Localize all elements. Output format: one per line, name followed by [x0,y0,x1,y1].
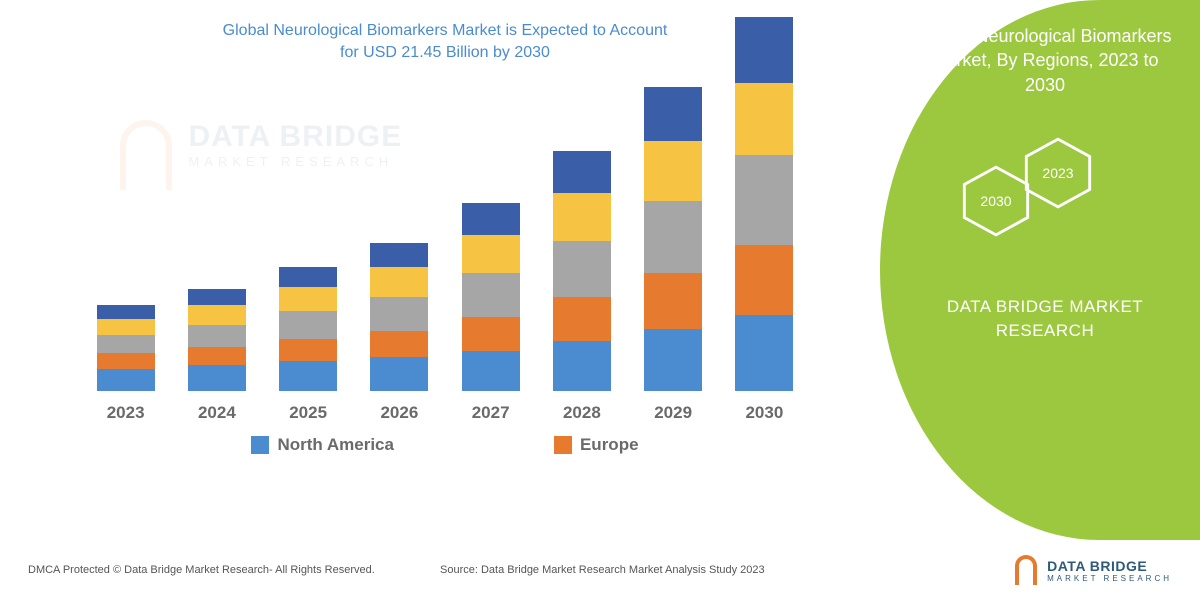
bar-segment [188,347,246,365]
bar-segment [462,351,520,391]
legend-swatch [554,436,572,454]
bar-column: 2023 [86,305,166,423]
year-label: 2027 [472,403,510,423]
chart-title: Global Neurological Biomarkers Market is… [60,20,830,63]
bar-segment [97,369,155,391]
year-label: 2026 [380,403,418,423]
bar-segment [553,241,611,297]
bar-segment [279,361,337,391]
year-label: 2023 [107,403,145,423]
year-label: 2030 [745,403,783,423]
hex1-label: 2030 [980,193,1011,209]
bar-segment [644,87,702,141]
bar-segment [97,319,155,335]
bar-segment [735,155,793,245]
bar-segment [279,287,337,311]
bar-stack [644,87,702,391]
bar-segment [644,141,702,201]
bar-segment [735,83,793,155]
hex2-label: 2023 [1042,165,1073,181]
chart-title-line2: for USD 21.45 Billion by 2030 [340,44,550,61]
bar-stack [370,243,428,391]
hexagon-group: 2030 2023 [960,137,1130,247]
main-container: Global Neurological Biomarkers Market is… [0,0,1200,540]
bar-segment [370,297,428,331]
bar-stack [735,17,793,391]
bar-segment [644,201,702,273]
footer-source: Source: Data Bridge Market Research Mark… [440,564,765,576]
legend-item: Europe [554,435,639,455]
legend: North America Europe [60,435,830,455]
bar-segment [462,317,520,351]
bar-segment [644,273,702,329]
bar-segment [553,151,611,193]
bridge-icon [1015,555,1037,585]
bar-stack [279,267,337,391]
bar-segment [462,273,520,317]
bar-stack [553,151,611,391]
year-label: 2028 [563,403,601,423]
footer: DMCA Protected © Data Bridge Market Rese… [0,540,1200,600]
year-label: 2025 [289,403,327,423]
footer-copyright: DMCA Protected © Data Bridge Market Rese… [28,564,375,576]
bar-segment [735,315,793,391]
bar-segment [188,365,246,391]
year-label: 2024 [198,403,236,423]
bar-segment [370,267,428,297]
bar-segment [188,305,246,325]
bar-segment [735,245,793,315]
bar-segment [97,335,155,353]
legend-label: North America [277,435,394,455]
bar-segment [735,17,793,83]
bars-area: 2023 2024 2025 2026 2027 2028 2029 2030 [60,83,830,423]
bar-column: 2025 [268,267,348,423]
bar-column: 2027 [451,203,531,423]
side-title: Global Neurological Biomarkers Market, B… [910,24,1180,97]
bar-segment [97,353,155,369]
hexagon-2023: 2023 [1022,137,1094,209]
brand-line2: RESEARCH [996,321,1094,340]
side-brand: DATA BRIDGE MARKET RESEARCH [947,295,1143,343]
footer-logo-line2: MARKET RESEARCH [1047,574,1172,583]
bar-segment [644,329,702,391]
year-label: 2029 [654,403,692,423]
bar-column: 2030 [724,17,804,423]
chart-panel: Global Neurological Biomarkers Market is… [0,0,840,540]
bar-column: 2024 [177,289,257,423]
bar-segment [279,267,337,287]
legend-label: Europe [580,435,639,455]
legend-swatch [251,436,269,454]
legend-item: North America [251,435,394,455]
bar-stack [188,289,246,391]
footer-logo-line1: DATA BRIDGE [1047,558,1172,574]
brand-line1: DATA BRIDGE MARKET [947,297,1143,316]
side-panel: Global Neurological Biomarkers Market, B… [840,0,1200,540]
bar-column: 2028 [542,151,622,423]
bar-segment [553,193,611,241]
bar-segment [462,203,520,235]
bar-segment [370,243,428,267]
bar-segment [97,305,155,319]
bar-segment [553,341,611,391]
bar-column: 2026 [359,243,439,423]
chart-title-line1: Global Neurological Biomarkers Market is… [223,22,668,39]
bar-segment [370,357,428,391]
bar-segment [188,289,246,305]
bar-segment [370,331,428,357]
bar-segment [279,339,337,361]
bar-segment [188,325,246,347]
footer-logo: DATA BRIDGE MARKET RESEARCH [1015,555,1172,585]
bar-stack [462,203,520,391]
bar-segment [462,235,520,273]
bar-segment [279,311,337,339]
bar-segment [553,297,611,341]
bar-stack [97,305,155,391]
bar-column: 2029 [633,87,713,423]
